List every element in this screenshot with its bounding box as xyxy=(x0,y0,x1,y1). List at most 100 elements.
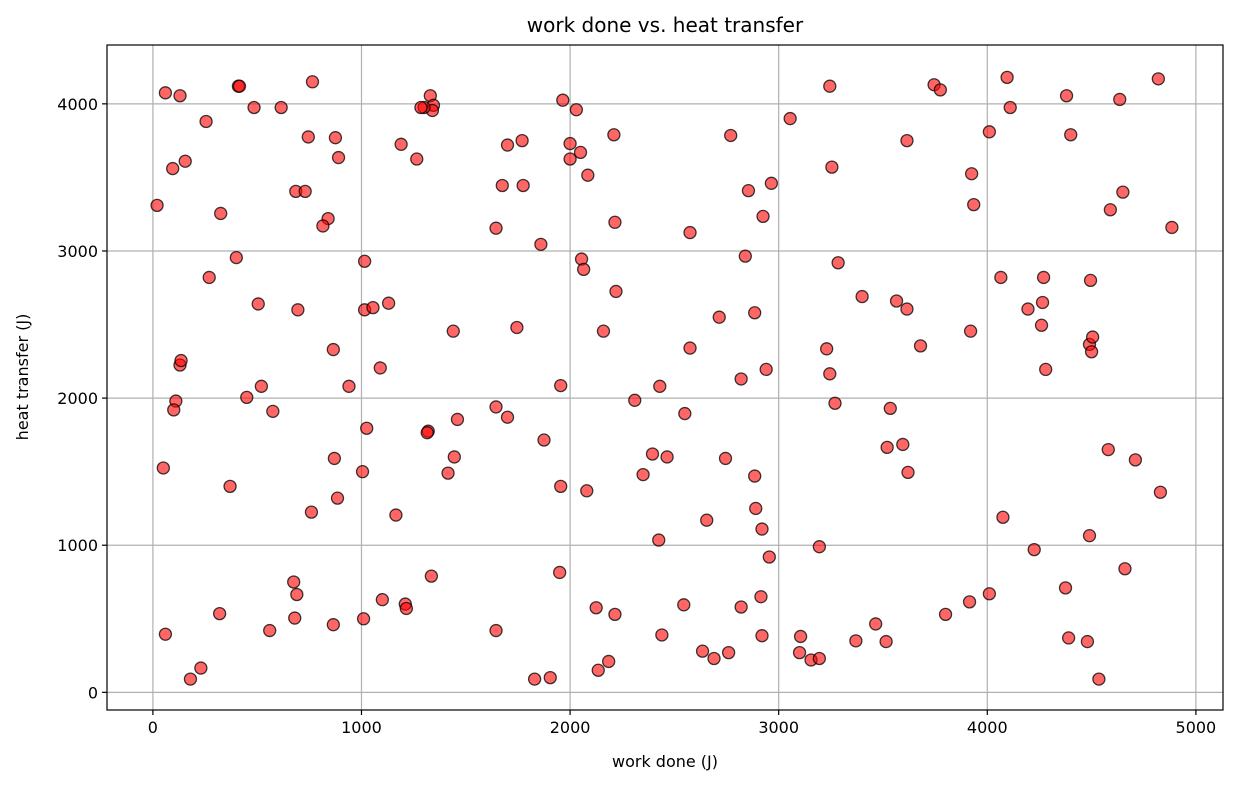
data-point xyxy=(718,451,733,466)
data-point xyxy=(982,125,997,139)
data-point xyxy=(849,634,863,648)
data-point xyxy=(1035,295,1050,310)
data-point xyxy=(274,100,288,115)
data-point xyxy=(869,617,883,631)
data-point xyxy=(327,451,342,466)
data-point xyxy=(755,629,769,643)
data-point xyxy=(738,249,752,263)
data-point xyxy=(1039,362,1053,377)
data-point xyxy=(608,215,622,229)
data-point xyxy=(510,320,524,335)
data-point xyxy=(178,154,192,168)
data-point xyxy=(1061,631,1076,645)
data-point xyxy=(183,672,198,686)
data-point xyxy=(793,629,808,644)
data-point xyxy=(759,362,773,377)
data-point xyxy=(420,426,434,440)
data-point xyxy=(232,79,247,93)
data-point xyxy=(1059,89,1074,103)
data-point xyxy=(298,184,312,199)
data-point xyxy=(1153,485,1168,499)
data-point xyxy=(194,661,208,675)
data-point xyxy=(355,465,370,479)
data-point xyxy=(554,378,568,393)
data-point xyxy=(366,300,380,315)
data-point xyxy=(812,651,827,666)
data-point xyxy=(855,289,869,304)
data-point xyxy=(724,128,738,143)
data-point xyxy=(287,575,301,589)
y-tick-label: 3000 xyxy=(57,242,98,261)
data-point xyxy=(1165,220,1179,235)
data-point xyxy=(581,168,595,182)
data-point xyxy=(962,595,977,609)
y-axis-label: heat transfer (J) xyxy=(13,314,32,441)
data-point xyxy=(534,237,548,252)
data-point xyxy=(756,209,770,224)
data-point xyxy=(700,513,714,527)
data-point xyxy=(1113,92,1127,107)
data-point xyxy=(150,198,164,213)
data-point xyxy=(328,131,343,145)
data-point xyxy=(762,550,776,564)
data-point xyxy=(1058,581,1073,595)
data-point xyxy=(301,130,315,144)
data-point xyxy=(825,160,839,174)
plot-frame xyxy=(106,44,1224,711)
data-point xyxy=(609,284,623,299)
data-point xyxy=(304,505,319,519)
data-point xyxy=(994,270,1008,285)
data-point xyxy=(1027,542,1041,557)
data-point xyxy=(326,618,340,632)
data-point xyxy=(173,89,187,103)
data-point xyxy=(741,184,756,198)
data-point xyxy=(410,152,424,166)
data-point xyxy=(381,296,396,310)
data-point xyxy=(563,136,577,151)
data-point xyxy=(660,450,674,464)
data-point xyxy=(823,367,837,381)
x-tick-label: 1000 xyxy=(341,718,382,737)
x-tick-label: 5000 xyxy=(1176,718,1217,737)
x-axis-ticks: 0 1000 2000 3000 4000 5000 xyxy=(148,710,1216,737)
data-point xyxy=(254,379,269,393)
data-point xyxy=(683,225,697,240)
chart-title: work done vs. heat transfer xyxy=(527,13,804,37)
data-point xyxy=(375,593,389,607)
x-tick-label: 4000 xyxy=(967,718,1008,737)
data-point xyxy=(500,410,515,424)
data-point xyxy=(569,103,583,117)
data-point xyxy=(1064,128,1078,142)
data-point xyxy=(748,306,762,320)
data-point xyxy=(500,138,515,152)
data-point xyxy=(263,623,277,638)
data-point xyxy=(554,479,568,494)
data-point xyxy=(563,152,577,166)
data-point xyxy=(576,262,591,277)
data-point xyxy=(831,256,845,270)
data-point xyxy=(356,612,371,626)
data-point xyxy=(901,465,915,480)
data-point xyxy=(291,303,305,317)
data-point xyxy=(1116,185,1130,199)
data-point xyxy=(251,297,265,311)
data-point xyxy=(812,540,827,554)
data-point xyxy=(527,672,542,686)
x-tick-label: 0 xyxy=(148,718,158,737)
y-tick-label: 0 xyxy=(88,683,98,702)
data-point xyxy=(755,522,769,536)
data-point xyxy=(589,601,603,615)
data-point xyxy=(167,403,181,417)
data-point xyxy=(591,663,605,677)
data-point xyxy=(389,508,403,522)
data-point xyxy=(734,600,748,614)
data-point xyxy=(889,294,904,308)
data-point xyxy=(158,86,173,100)
data-point xyxy=(636,467,650,482)
data-point xyxy=(424,569,439,583)
data-point xyxy=(543,670,557,685)
data-point xyxy=(247,100,261,115)
data-point xyxy=(645,447,660,461)
data-point xyxy=(489,400,503,414)
